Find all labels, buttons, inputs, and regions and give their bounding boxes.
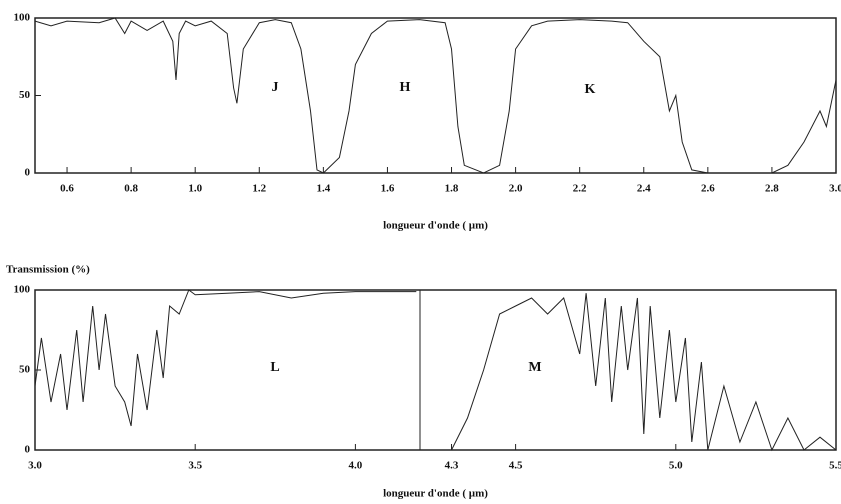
x-tick-label: 1.2 [252,183,266,195]
x-tick-label: 4.3 [445,460,459,472]
y-tick-label: 50 [19,364,31,376]
x-tick-label: 4.5 [509,460,523,472]
plot-frame [34,289,837,451]
y-tick-label: 100 [14,284,31,296]
x-tick-label: 1.4 [316,183,330,195]
x-tick-label: 4.0 [349,460,363,472]
x-tick-label: 3.0 [829,183,841,195]
plot-frame [34,17,837,174]
band-label: H [400,80,411,95]
x-tick-label: 5.0 [669,460,683,472]
band-label: J [272,80,279,95]
x-tick-label: 0.8 [124,183,138,195]
y-tick-label: 100 [14,12,31,24]
chart-title: Transmission (%) [6,264,90,276]
x-tick-label: 2.6 [701,183,715,195]
x-axis-label: longueur d'onde ( µm) [383,488,488,500]
x-tick-label: 2.0 [509,183,523,195]
x-tick-label: 3.5 [188,460,202,472]
x-tick-label: 1.8 [445,183,459,195]
x-tick-label: 5.5 [829,460,841,472]
band-label: L [270,360,279,375]
x-tick-label: 1.6 [381,183,395,195]
y-tick-label: 50 [19,89,31,101]
transmission-line [34,17,837,174]
x-tick-label: 0.6 [60,183,74,195]
x-tick-label: 2.4 [637,183,651,195]
band-label: M [528,360,541,375]
x-tick-label: 3.0 [28,460,42,472]
y-tick-label: 0 [25,444,31,456]
band-label: K [585,82,596,97]
transmission-line [34,289,837,452]
x-tick-label: 2.8 [765,183,779,195]
y-tick-label: 0 [25,167,31,179]
x-tick-label: 1.0 [188,183,202,195]
x-tick-label: 2.2 [573,183,587,195]
x-axis-label: longueur d'onde ( µm) [383,220,488,232]
